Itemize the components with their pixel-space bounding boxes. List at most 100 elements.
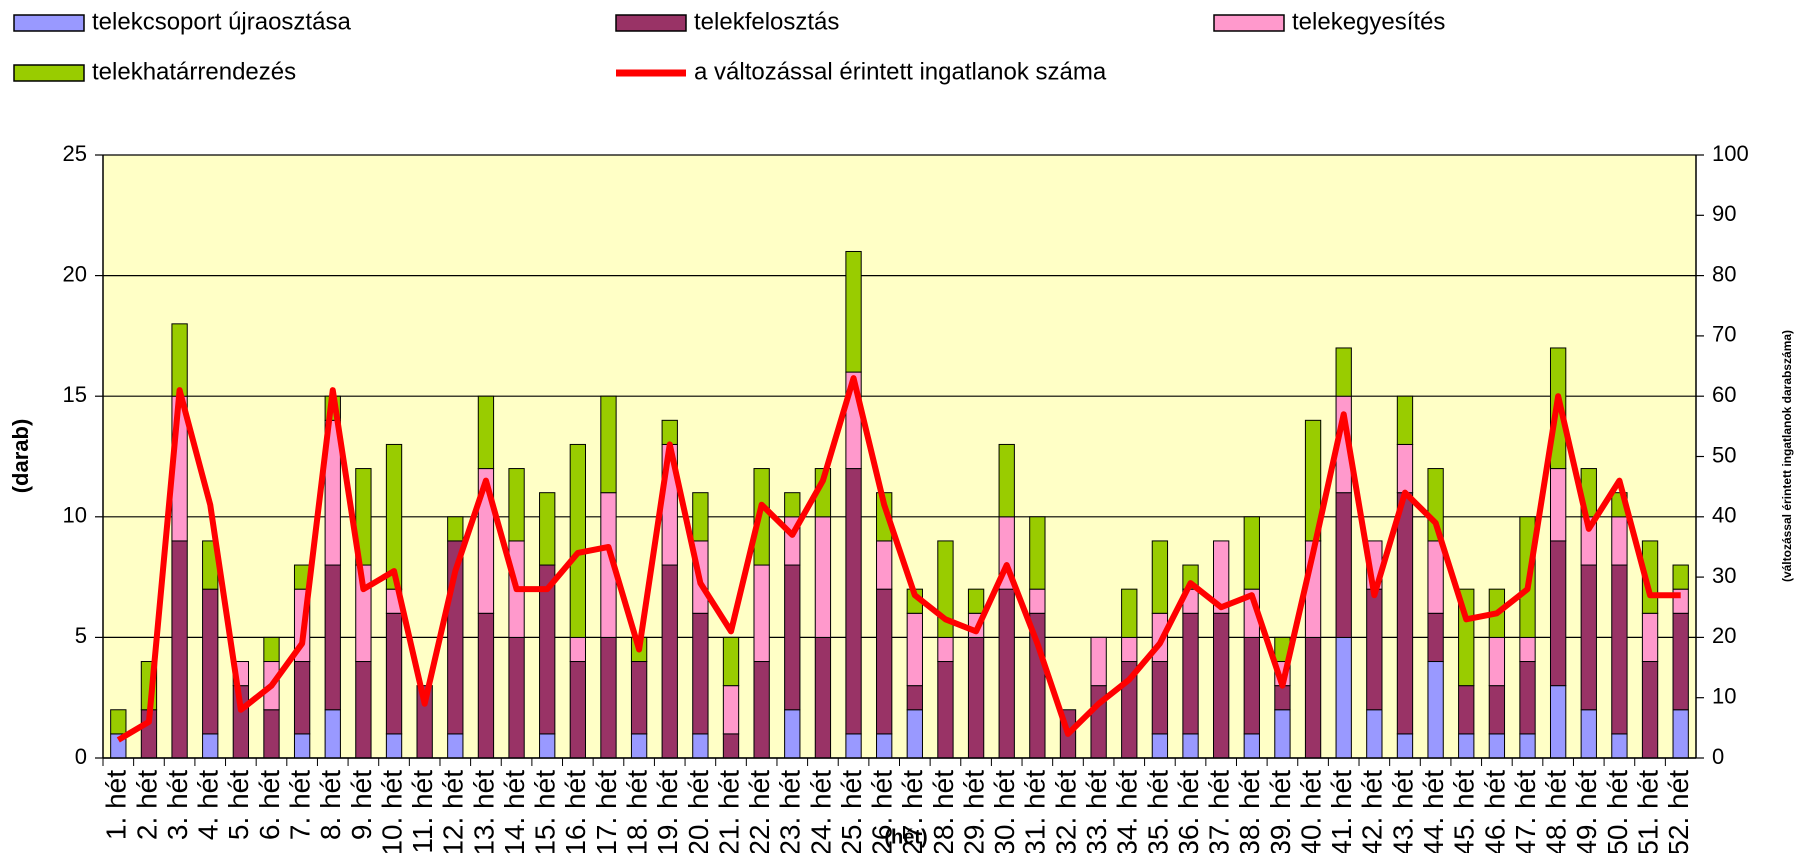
bar-segment	[845, 733, 862, 759]
bar-segment	[477, 612, 495, 759]
bar-segment	[876, 733, 893, 759]
x-tick-label: 13. hét	[468, 770, 499, 853]
bar-segment	[1121, 636, 1138, 663]
bar-segment	[1274, 709, 1291, 759]
bar-segment	[1151, 540, 1169, 614]
x-tick-label: 28. hét	[928, 770, 959, 853]
x-tick-label: 19. hét	[652, 770, 683, 853]
y-tick-label: 0	[75, 744, 87, 769]
bar-segment	[630, 661, 648, 735]
bar-segment	[324, 709, 341, 759]
x-tick-label: 18. hét	[621, 770, 652, 853]
line-series	[116, 375, 1681, 743]
bar-segment	[1672, 564, 1689, 590]
bar-segment	[1304, 636, 1322, 759]
bar-segment	[324, 564, 341, 711]
bar-segment	[692, 492, 709, 542]
y2-tick-label: 20	[1712, 623, 1736, 648]
legend-label: telekhatárrendezés	[92, 58, 296, 85]
x-tick-label: 34. hét	[1112, 770, 1143, 853]
y-tick-label: 15	[63, 382, 87, 407]
y-tick-label: 5	[75, 623, 87, 648]
bar-segment	[1366, 588, 1383, 711]
legend-swatch	[615, 14, 687, 32]
bar-segment	[539, 492, 556, 566]
bar-segment	[447, 516, 464, 542]
x-tick-label: 25. hét	[836, 770, 867, 853]
bar-segment	[784, 564, 801, 711]
bar-segment	[1121, 588, 1138, 638]
bar-segment	[784, 492, 801, 518]
bar-segment	[998, 443, 1015, 518]
bar-segment	[814, 516, 832, 638]
bar-segment	[263, 709, 280, 759]
bar-segment	[1182, 612, 1199, 735]
x-tick-label: 23. hét	[775, 770, 806, 853]
bar-segment	[1580, 564, 1597, 711]
x-tick-label: 22. hét	[744, 770, 775, 853]
x-tick-label: 14. hét	[499, 770, 530, 853]
legend-swatch	[1213, 14, 1285, 32]
y2-tick-label: 40	[1712, 503, 1736, 528]
x-tick-label: 12. hét	[438, 770, 469, 853]
x-tick-label: 32. hét	[1050, 770, 1081, 853]
bar-segment	[876, 540, 893, 590]
x-tick-label: 15. hét	[530, 770, 561, 853]
bar-segment	[1427, 612, 1444, 663]
x-tick-label: 45. hét	[1449, 770, 1480, 853]
bar-segment	[1549, 468, 1567, 542]
bar-segment	[1427, 661, 1444, 759]
x-tick-label: 46. hét	[1479, 770, 1510, 853]
bar-segment	[1396, 395, 1414, 445]
x-tick-label: 6. hét	[254, 770, 285, 840]
x-tick-label: 2. hét	[131, 770, 162, 840]
bar-segment	[1335, 347, 1352, 397]
bar-segment	[477, 395, 495, 470]
x-tick-label: 52. hét	[1663, 770, 1694, 853]
x-tick-label: 41. hét	[1326, 770, 1357, 853]
bar-segment	[385, 443, 403, 590]
y2-tick-label: 50	[1712, 442, 1736, 467]
y2-tick-label: 70	[1712, 322, 1736, 347]
legend-label: a változással érintett ingatlanok száma	[694, 58, 1107, 85]
bar-segment	[630, 733, 648, 759]
x-tick-label: 43. hét	[1387, 770, 1418, 853]
bar-segment	[722, 733, 740, 759]
x-tick-label: 50. hét	[1602, 770, 1633, 853]
bar-segment	[906, 709, 923, 759]
legend-swatch	[13, 64, 85, 82]
bar-segment	[600, 395, 617, 494]
bar-segment	[1488, 636, 1506, 687]
x-tick-label: 26. hét	[867, 770, 898, 853]
bar-segment	[1151, 661, 1169, 735]
bar-segment	[1611, 516, 1628, 566]
bar-segment	[202, 588, 219, 735]
bar-segment	[569, 443, 586, 638]
y2-tick-label: 90	[1712, 201, 1736, 226]
bar-segment	[937, 661, 954, 759]
y2-axis-title: (változással érintett ingatlanok darabsz…	[1780, 330, 1794, 582]
x-tick-label: 5. hét	[223, 770, 254, 840]
bar-segment	[1458, 685, 1475, 735]
x-tick-label: 3. hét	[162, 770, 193, 840]
y2-tick-label: 60	[1712, 382, 1736, 407]
bar-segment	[1396, 733, 1414, 759]
bar-segment	[722, 636, 740, 687]
x-axis-title: (hét)	[884, 826, 927, 848]
bar-segment	[1611, 564, 1628, 735]
x-tick-label: 36. hét	[1173, 770, 1204, 853]
x-tick-label: 21. hét	[713, 770, 744, 853]
x-tick-label: 39. hét	[1265, 770, 1296, 853]
bar-segment	[1396, 443, 1414, 494]
x-tick-label: 38. hét	[1234, 770, 1265, 853]
bar-segment	[692, 733, 709, 759]
x-tick-label: 8. hét	[315, 770, 346, 840]
y2-tick-label: 0	[1712, 744, 1724, 769]
y-tick-label: 20	[63, 261, 87, 286]
bar-segment	[385, 612, 403, 735]
y2-tick-label: 30	[1712, 563, 1736, 588]
y-axis-title: (darab)	[8, 419, 33, 494]
x-tick-label: 33. hét	[1081, 770, 1112, 853]
bar-segment	[845, 468, 862, 735]
